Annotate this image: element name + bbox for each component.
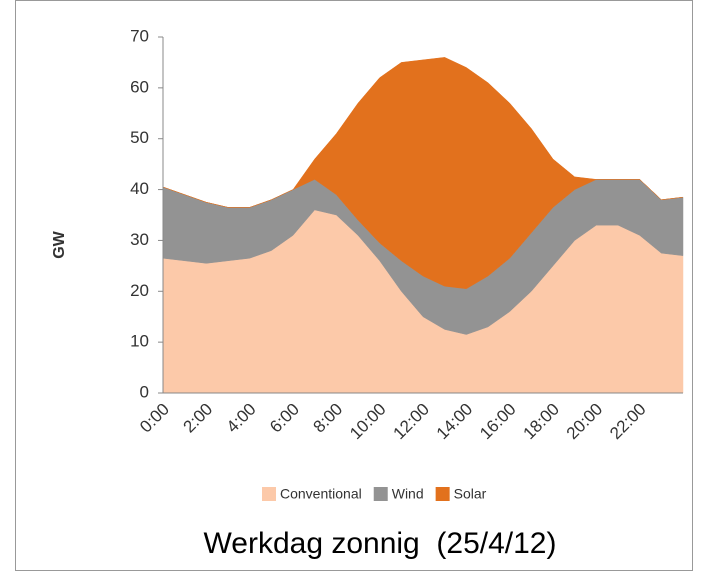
y-axis-label: GW — [51, 230, 68, 258]
legend-label: Solar — [454, 486, 487, 502]
y-tick-label: 50 — [130, 128, 149, 147]
y-tick-label: 30 — [130, 230, 149, 249]
caption-title: Werkdag zonnig (25/4/12) — [204, 527, 557, 560]
legend-label: Conventional — [280, 486, 362, 502]
y-tick-label: 20 — [130, 281, 149, 300]
y-tick-label: 0 — [140, 382, 149, 401]
legend-swatch — [373, 487, 388, 501]
y-tick-label: 10 — [130, 332, 149, 351]
legend-label: Wind — [392, 486, 424, 502]
y-tick-label: 40 — [130, 179, 149, 198]
y-tick-label: 60 — [130, 77, 149, 96]
y-tick-label: 70 — [130, 26, 149, 45]
legend-swatch — [262, 487, 276, 501]
area — [162, 57, 684, 290]
legend-swatch — [435, 487, 450, 501]
